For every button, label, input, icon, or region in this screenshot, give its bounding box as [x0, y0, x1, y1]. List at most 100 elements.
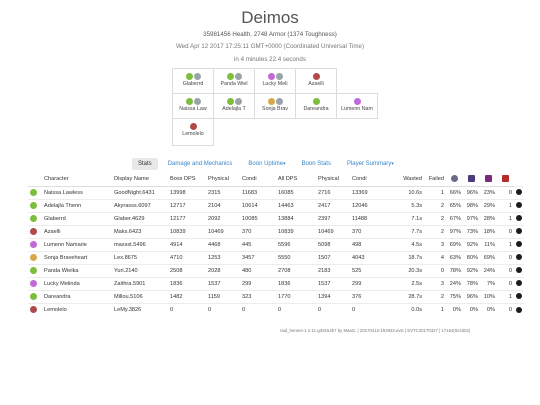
- tab-damage-and-mechanics[interactable]: Damage and Mechanics: [162, 158, 239, 170]
- table-row[interactable]: Azaelli Maks.6423 10839 10469 370 10839 10469 3…: [28, 224, 524, 238]
- party-member-cell[interactable]: Dareandra: [295, 93, 337, 119]
- cell-boss-dps: 12177: [168, 211, 206, 225]
- cell-display: LeMy.3826: [112, 302, 168, 316]
- cell-boss-phys: 10469: [206, 224, 240, 238]
- party-member-icons: [296, 73, 336, 81]
- cell-p1: 69%: [446, 237, 463, 251]
- cell-boss-phys: 0: [206, 302, 240, 316]
- party-member-cell[interactable]: Lumenn Nam: [336, 93, 378, 119]
- column-header[interactable]: Condi: [240, 172, 276, 187]
- cell-p1: 97%: [446, 224, 463, 238]
- party-member-cell[interactable]: Lemolelo: [172, 118, 214, 146]
- column-header[interactable]: Display Name: [112, 172, 168, 187]
- bomb-icon-cell: [514, 237, 524, 251]
- cell-all-dps: 16085: [276, 185, 316, 199]
- cell-all-phys: 2417: [316, 198, 350, 212]
- cell-boss-condi: 370: [240, 224, 276, 238]
- profession-icon: [30, 189, 37, 196]
- profession-icon: [353, 98, 361, 105]
- profession-icon-cell: [28, 263, 42, 277]
- column-header-boon-icon[interactable]: [480, 172, 497, 187]
- bomb-icon: [516, 293, 522, 300]
- party-member-cell[interactable]: Azaelli: [295, 68, 337, 94]
- table-row[interactable]: Naissa Lawless GoodNight.6431 13998 2315 116…: [28, 185, 524, 199]
- table-row[interactable]: Panda Wielka Yuri.2140 2508 2028 480 2708 2183…: [28, 263, 524, 277]
- party-member-cell[interactable]: Lucky Meli: [254, 68, 296, 94]
- cell-display: Akyrasss.6097: [112, 198, 168, 212]
- profession-icon: [312, 73, 320, 80]
- cell-boss-phys: 4468: [206, 237, 240, 251]
- cell-all-phys: 5098: [316, 237, 350, 251]
- cell-display: Yuri.2140: [112, 263, 168, 277]
- cell-all-condi: 370: [350, 224, 390, 238]
- cell-p3: 18%: [480, 224, 497, 238]
- cell-failed: 3: [424, 237, 446, 251]
- column-header[interactable]: Wasted: [390, 172, 424, 187]
- party-member-icons: [255, 73, 295, 81]
- table-row[interactable]: Dareandra Millou.5106 1482 1159 323 1770 1394 3…: [28, 289, 524, 303]
- bomb-icon-cell: [514, 302, 524, 316]
- column-header[interactable]: [28, 172, 42, 187]
- column-header-swap-icon[interactable]: [463, 172, 480, 187]
- column-header[interactable]: Character: [42, 172, 112, 187]
- party-member-cell[interactable]: Glaberrd: [172, 68, 214, 94]
- party-member-cell[interactable]: Naissa Law: [172, 93, 214, 119]
- profession-icon: [226, 98, 234, 105]
- chevron-down-icon: ▾: [391, 161, 394, 167]
- cell-p3: 24%: [480, 263, 497, 277]
- tab-player-summary[interactable]: Player Summary▾: [341, 158, 400, 170]
- profession-icon: [312, 98, 320, 105]
- cell-p2: 92%: [463, 237, 480, 251]
- cell-wasted: 20.3s: [390, 263, 424, 277]
- column-header[interactable]: Physical: [206, 172, 240, 187]
- party-member-name: Sonja Brav: [262, 106, 288, 112]
- cell-boss-condi: 480: [240, 263, 276, 277]
- cell-failed: 3: [424, 276, 446, 290]
- cell-boss-dps: 1482: [168, 289, 206, 303]
- profession-icon: [193, 98, 201, 105]
- party-member-cell[interactable]: Panda Wiel: [213, 68, 255, 94]
- tab-stats[interactable]: Stats: [132, 158, 158, 170]
- tab-label: Boon Stats: [301, 161, 331, 167]
- party-member-name: Azaelli: [308, 81, 324, 87]
- column-header[interactable]: Boss DPS: [168, 172, 206, 187]
- cell-boss-dps: 4710: [168, 250, 206, 264]
- table-row[interactable]: Lemolelo LeMy.3826 0 0 0 0 0 0 0.0s 1 0% 0% 0% 0: [28, 302, 524, 316]
- cell-wasted: 4.5s: [390, 237, 424, 251]
- tab-boon-stats[interactable]: Boon Stats: [296, 158, 337, 170]
- downs-icon: [451, 175, 458, 183]
- party-member-cell[interactable]: Sonja Brav: [254, 93, 296, 119]
- party-member-icons: [296, 98, 336, 106]
- profession-icon: [30, 228, 37, 235]
- cell-boss-condi: 10085: [240, 211, 276, 225]
- table-row[interactable]: Glaberrd Glaber.4629 12177 2092 10085 13884 23…: [28, 211, 524, 225]
- tab-label: Stats: [138, 161, 152, 167]
- table-row[interactable]: Lucky Melinda Zaithra.5901 1836 1537 299 1836…: [28, 276, 524, 290]
- cell-all-phys: 2183: [316, 263, 350, 277]
- column-header-health-icon[interactable]: [497, 172, 514, 187]
- cell-n: 1: [497, 211, 514, 225]
- profession-icon-cell: [28, 276, 42, 290]
- party-grid: Glaberrd Panda Wiel Lucky Meli Azaelli Naiss…: [172, 68, 378, 146]
- encounter-date: Wed Apr 12 2017 17:25:11 GMT+0000 (Coord…: [175, 43, 365, 50]
- column-header[interactable]: Failed: [424, 172, 446, 187]
- column-header[interactable]: Condi: [350, 172, 390, 187]
- cell-boss-phys: 1253: [206, 250, 240, 264]
- column-header[interactable]: Physical: [316, 172, 350, 187]
- cell-boss-phys: 2092: [206, 211, 240, 225]
- page-title: Deimos: [241, 8, 299, 27]
- cell-p1: 75%: [446, 289, 463, 303]
- profession-icon: [30, 280, 37, 287]
- column-header[interactable]: All DPS: [276, 172, 316, 187]
- table-row[interactable]: Sonja Braveheart Lex.8675 4710 1253 3457 5550…: [28, 250, 524, 264]
- footer-info: raid_heroes-1.1-11-g39154b7 by MaaG. | 2…: [280, 328, 471, 333]
- cell-boss-condi: 3457: [240, 250, 276, 264]
- column-header-downs-icon[interactable]: [446, 172, 463, 187]
- profession-icon: [30, 306, 37, 314]
- party-member-cell[interactable]: Adelajla T: [213, 93, 255, 119]
- tab-boon-uptime[interactable]: Boon Uptime▾: [242, 158, 291, 170]
- cell-all-condi: 0: [350, 302, 390, 316]
- party-member-icons: [214, 73, 254, 81]
- table-row[interactable]: Lumenn Namarie maxsst.5496 4914 4468 445 5596…: [28, 237, 524, 251]
- table-row[interactable]: Adelajla Thenn Akyrasss.6097 12717 2104 1061…: [28, 198, 524, 212]
